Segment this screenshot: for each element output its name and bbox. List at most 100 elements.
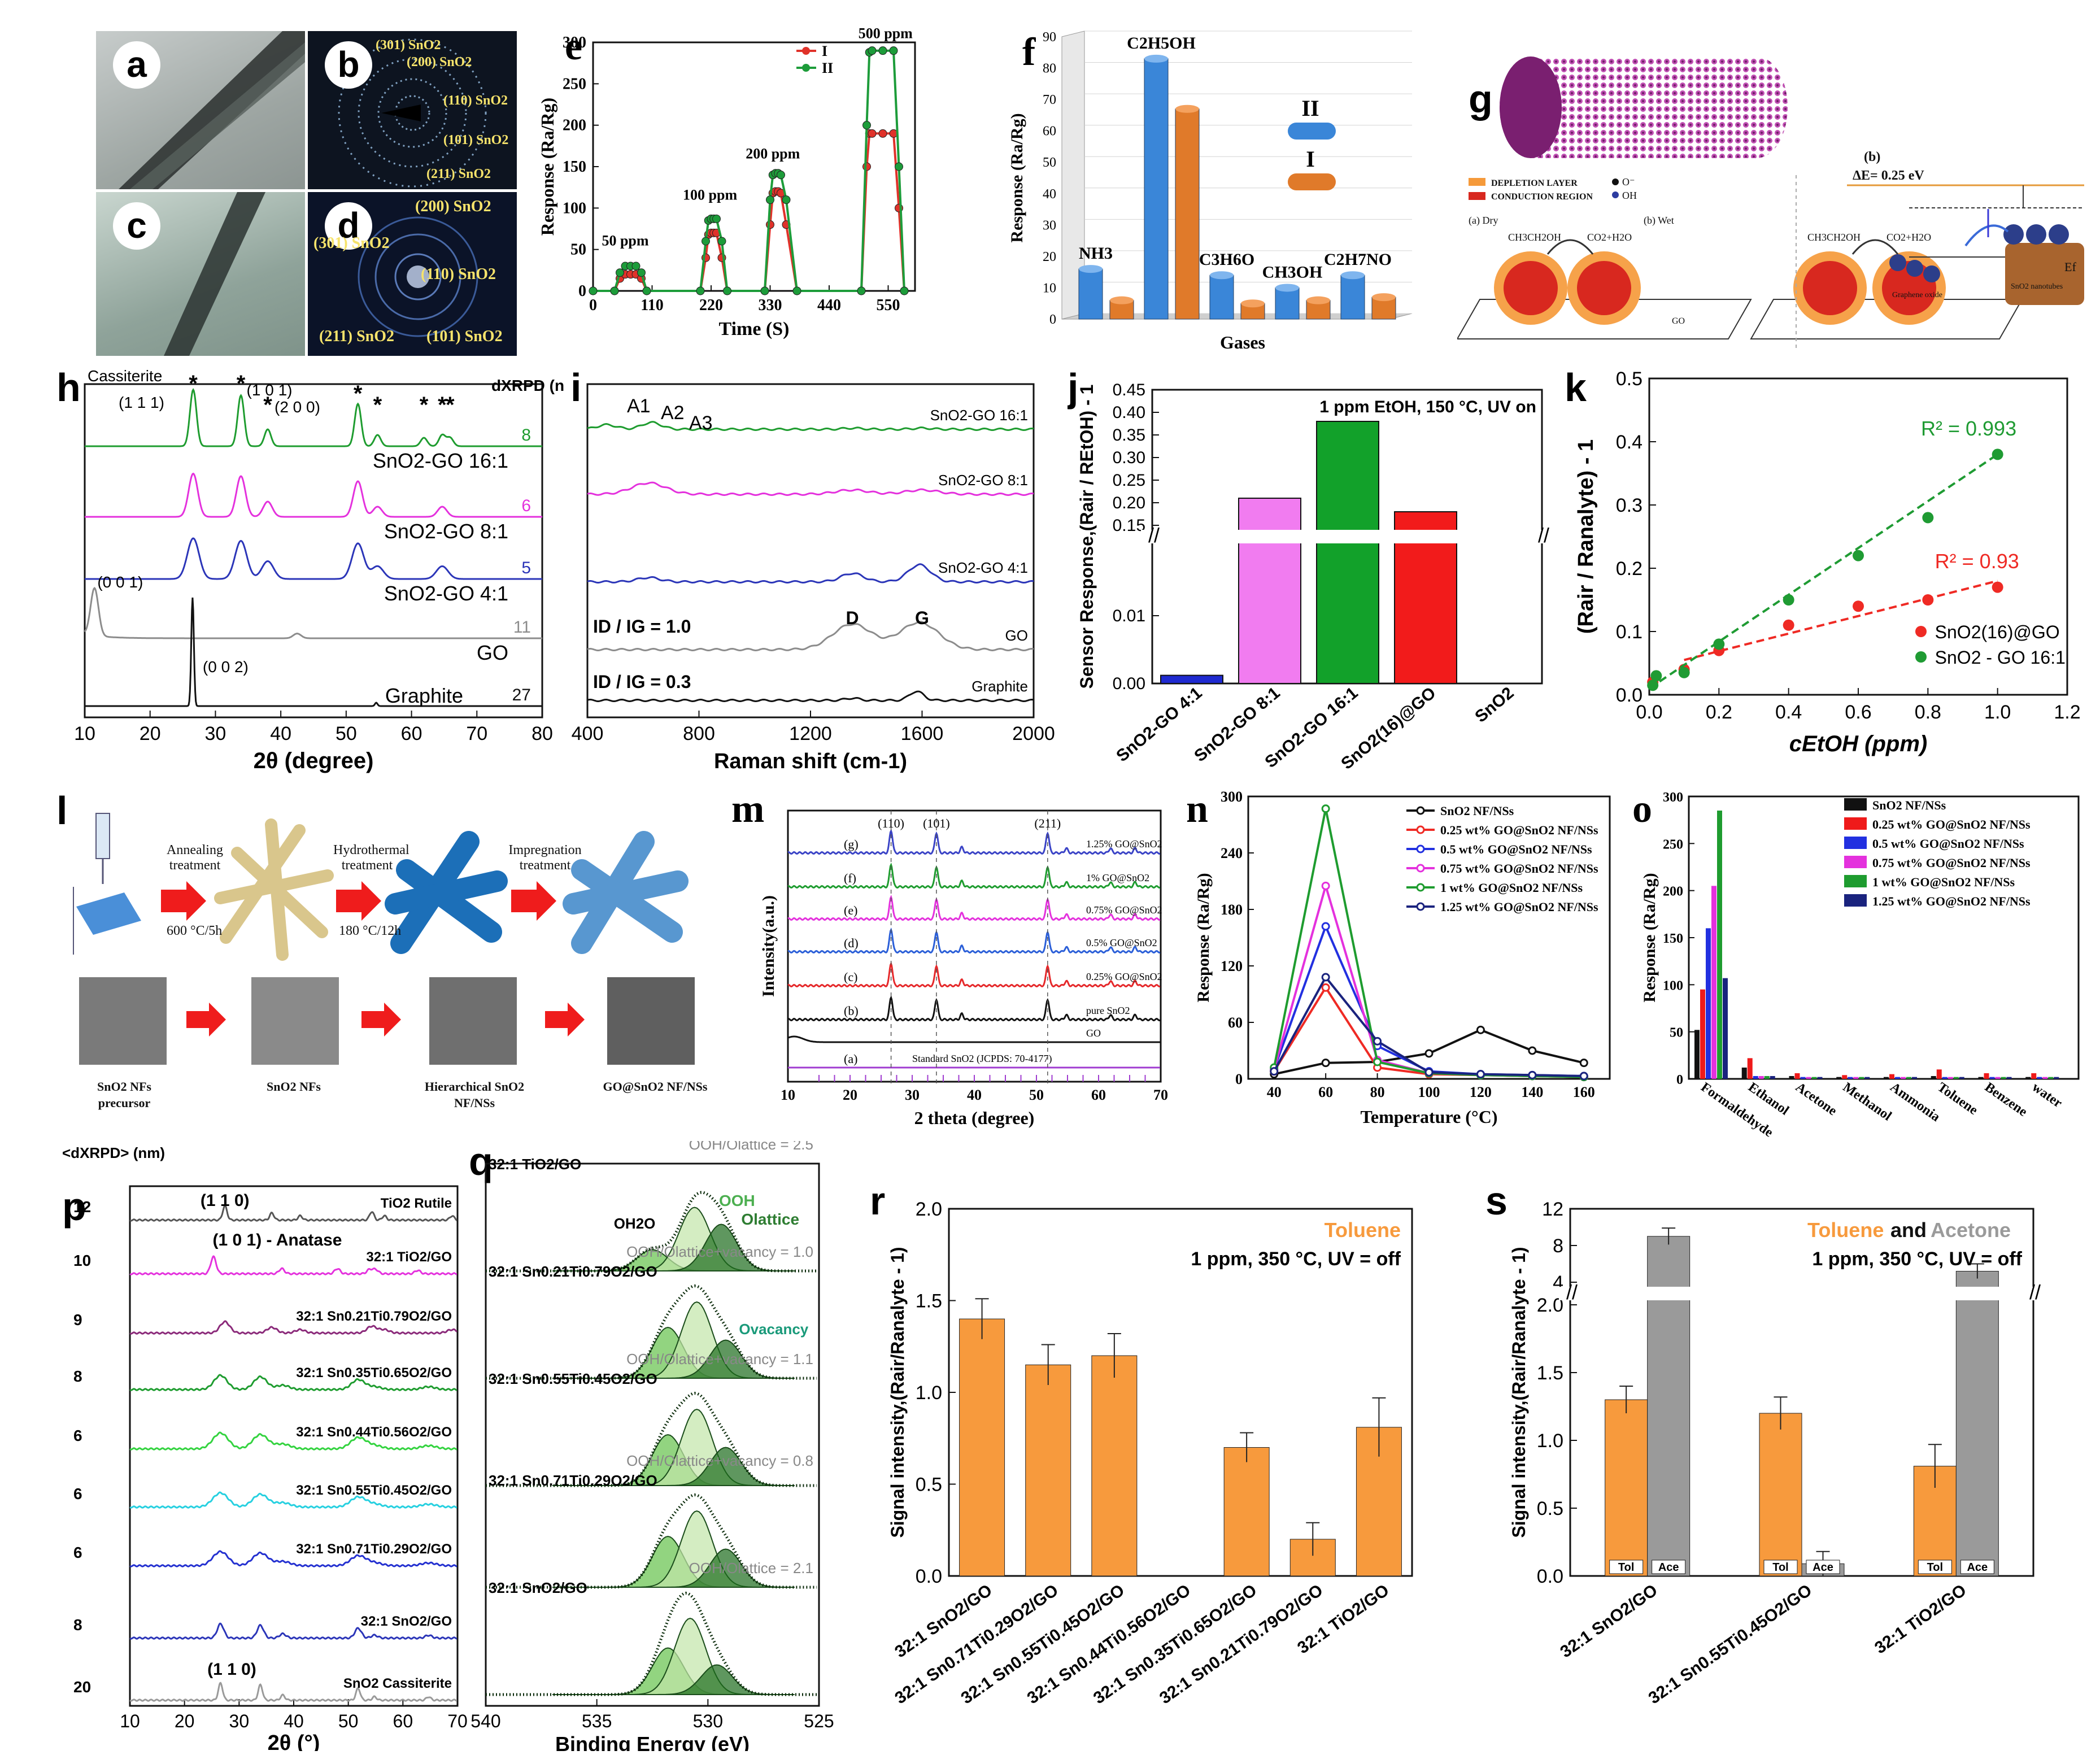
trace-label: SnO2-GO 8:1 xyxy=(384,520,508,543)
y-tick-label: 50 xyxy=(570,241,586,259)
y-axis-title: Response (Ra/Rg) xyxy=(537,98,557,236)
bar xyxy=(1160,674,1223,684)
data-point xyxy=(878,46,887,55)
x-tick-label: 2000 xyxy=(1012,723,1055,744)
data-point xyxy=(782,195,791,204)
legend-label: 1 wt% GO@SnO2 NF/NSs xyxy=(1872,875,2015,889)
x-axis-title: Time (S) xyxy=(719,319,790,339)
synthesis-diagram xyxy=(73,813,695,1065)
x-tick-label: 220 xyxy=(699,297,723,314)
legend-marker xyxy=(1915,651,1927,663)
y-tick-label: 0.35 xyxy=(1113,426,1145,445)
data-point xyxy=(862,121,871,130)
trace-label: SnO2-GO 4:1 xyxy=(938,559,1028,576)
saed-label: (211) SnO2 xyxy=(319,328,395,345)
saed-label: (200) SnO2 xyxy=(407,55,472,69)
panel-label-l: l xyxy=(56,789,68,833)
data-point xyxy=(1678,667,1690,678)
chart-p: p <dXRPD> (nm) 10 20 30 40 50 60 70 2θ (°) 12 TiO2 … xyxy=(62,1144,468,1751)
break-mark: // xyxy=(2029,1281,2041,1304)
ratio-label: ID / IG = 0.3 xyxy=(593,672,691,692)
arrow-icon xyxy=(161,881,206,921)
y-tick-label: 200 xyxy=(563,117,586,134)
bar xyxy=(1989,1077,1995,1079)
crystallite-size: 6 xyxy=(73,1427,82,1444)
y-tick-label: 0.40 xyxy=(1113,403,1145,422)
legend-label: 1 wt% GO@SnO2 NF/NSs xyxy=(1440,881,1583,895)
x-tick-label: 20 xyxy=(843,1087,857,1103)
trace-tag: (f) xyxy=(844,871,856,885)
legend-marker xyxy=(1416,844,1425,853)
panel-label-p: p xyxy=(62,1184,86,1229)
x-tick-label: 140 xyxy=(1521,1084,1543,1100)
condition-annealing: 600 °C/5h xyxy=(167,924,223,938)
bar xyxy=(1906,1077,1911,1079)
trace-label: SnO2-GO 16:1 xyxy=(373,449,508,472)
note: 1 ppm, 350 °C, UV = off xyxy=(1191,1248,1401,1270)
bar xyxy=(1794,1073,1800,1079)
data-point xyxy=(868,46,877,55)
peak-annotation: (2 0 0) xyxy=(275,398,320,416)
data-point xyxy=(637,268,646,277)
fit-component xyxy=(552,1223,795,1271)
bar-top xyxy=(1372,293,1396,302)
data-point xyxy=(1321,881,1330,890)
label-products: CO2+H2O xyxy=(1587,232,1632,243)
label-ethanol: CH3CH2OH xyxy=(1807,232,1861,243)
y-tick-label: 60 xyxy=(1228,1014,1243,1031)
arrow-icon xyxy=(545,1003,585,1037)
trace-label: TiO2 Rutile xyxy=(381,1196,452,1211)
peak-star: * xyxy=(420,393,429,417)
data-point xyxy=(631,262,641,271)
y-tick-label: 0.01 xyxy=(1113,607,1145,625)
y-tick-label: 250 xyxy=(563,75,586,93)
x-tick-label: 40 xyxy=(1267,1084,1282,1100)
xrd-trace-SnO2-GO 4:1 xyxy=(85,537,542,580)
plot-frame xyxy=(485,1162,820,1707)
trace-label: 1.25% GO@SnO2 xyxy=(1086,838,1162,850)
data-point xyxy=(900,286,909,295)
data-point xyxy=(1922,594,1934,606)
arrow-icon xyxy=(511,881,556,921)
y-tick-label: 0.0 xyxy=(1616,685,1642,706)
trace-tag: (d) xyxy=(844,936,859,950)
legend-label: 0.5 wt% GO@SnO2 NF/NSs xyxy=(1872,837,2024,851)
data-point xyxy=(1373,1057,1382,1066)
ratio-label: OOH/Olattice = 2.5 xyxy=(689,1141,813,1153)
panel-label-g: g xyxy=(1469,77,1493,121)
data-point xyxy=(1922,512,1934,524)
legend-marker xyxy=(1416,806,1425,815)
nanotube-image xyxy=(164,192,265,356)
chart-i: i 400 800 1200 1600 2000 Raman shift (cm-1) SnO… xyxy=(570,367,1055,773)
panel-label-r: r xyxy=(870,1186,885,1223)
spectrum-label: 32:1 Sn0.71Ti0.29O2/GO xyxy=(489,1472,657,1489)
bar xyxy=(1942,1077,1947,1079)
bar xyxy=(1723,978,1728,1079)
y-tick-label: 0.00 xyxy=(1113,674,1145,693)
bar xyxy=(1936,1069,1942,1079)
step-impregnation: Impregnation treatment xyxy=(508,843,582,873)
fit-component xyxy=(552,1548,795,1588)
panel-label-o: o xyxy=(1632,788,1652,831)
y-tick-label: 150 xyxy=(1663,931,1683,946)
bar xyxy=(1817,1077,1823,1079)
fit-component xyxy=(552,1339,795,1379)
trace-label: 32:1 Sn0.21Ti0.79O2/GO xyxy=(296,1309,452,1324)
x-tick-label: 80 xyxy=(1370,1084,1385,1100)
saed-label: (211) SnO2 xyxy=(426,167,491,181)
legend-marker xyxy=(802,64,810,72)
crystallite-size: 6 xyxy=(73,1544,82,1561)
category-label: C2H7NO xyxy=(1324,250,1392,269)
data-point xyxy=(1321,922,1330,931)
y-tick-label: 0.20 xyxy=(1113,494,1145,512)
legend-swatch xyxy=(1844,894,1867,907)
panel-label-f: f xyxy=(1022,31,1036,74)
data-point xyxy=(696,286,705,295)
x-axis-title: 2θ (degree) xyxy=(254,748,374,773)
caption-precursor: SnO2 NFs precursor xyxy=(97,1079,151,1110)
x-tick-label: 40 xyxy=(967,1087,982,1103)
trace-label: pure SnO2 xyxy=(1086,1005,1130,1016)
data-point xyxy=(889,46,898,55)
panel-label-j: j xyxy=(1068,367,1078,410)
fit-component xyxy=(552,1617,795,1695)
